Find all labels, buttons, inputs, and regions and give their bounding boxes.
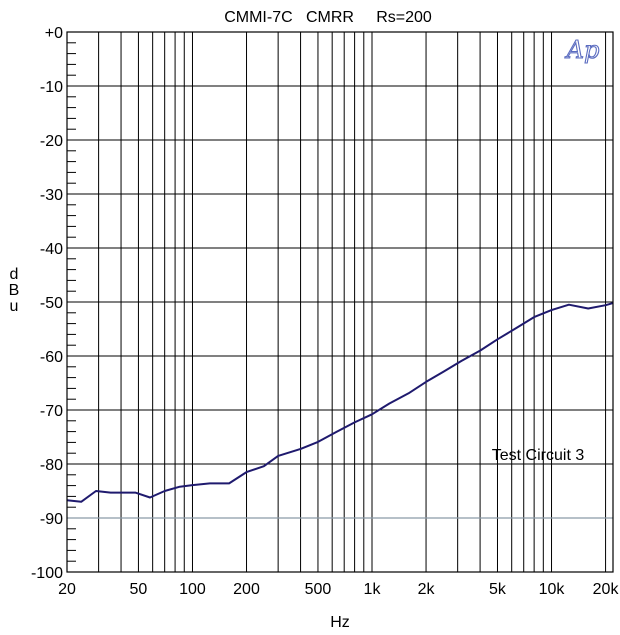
x-axis-label: Hz bbox=[330, 614, 350, 631]
y-axis-ticks: +0 -10 -20 -30 -40 -50 -60 -70 -80 -90 -100 bbox=[31, 25, 76, 582]
x-tick-label: 50 bbox=[130, 581, 148, 598]
y-tick-label: -20 bbox=[40, 133, 63, 150]
grid-lines bbox=[67, 32, 613, 572]
x-tick-label: 2k bbox=[418, 581, 436, 598]
series-line bbox=[66, 302, 614, 503]
y-tick-label: -40 bbox=[40, 241, 63, 258]
y-tick-label: -60 bbox=[40, 349, 63, 366]
x-axis-ticks: 20 50 100 200 500 1k 2k 5k 10k 20k bbox=[58, 581, 619, 598]
y-axis-label: dBu bbox=[9, 266, 20, 315]
y-tick-label: -10 bbox=[40, 79, 63, 96]
series-layer bbox=[66, 302, 614, 503]
x-tick-label: 5k bbox=[489, 581, 507, 598]
y-tick-label: +0 bbox=[45, 25, 63, 42]
x-tick-label: 200 bbox=[233, 581, 260, 598]
x-tick-label: 20 bbox=[58, 581, 76, 598]
x-tick-label: 10k bbox=[539, 581, 566, 598]
ap-logo: Ap bbox=[565, 36, 600, 64]
plot-border bbox=[66, 31, 614, 573]
y-axis-label-letter: B bbox=[9, 282, 20, 299]
x-tick-label: 20k bbox=[593, 581, 620, 598]
x-tick-label: 100 bbox=[179, 581, 206, 598]
y-tick-label: -80 bbox=[40, 457, 63, 474]
annotation-test-circuit: Test Circuit 3 bbox=[492, 447, 585, 464]
y-axis-label-letter: u bbox=[10, 298, 19, 315]
plot-frame bbox=[66, 31, 614, 573]
y-tick-label: -100 bbox=[31, 565, 63, 582]
chart-title: CMMI-7C CMRR Rs=200 bbox=[224, 9, 432, 26]
x-tick-label: 500 bbox=[305, 581, 332, 598]
y-tick-label: -30 bbox=[40, 187, 63, 204]
y-tick-label: -50 bbox=[40, 295, 63, 312]
x-tick-label: 1k bbox=[364, 581, 382, 598]
y-tick-label: -90 bbox=[40, 511, 63, 528]
y-tick-label: -70 bbox=[40, 403, 63, 420]
y-axis-label-letter: d bbox=[10, 266, 19, 283]
